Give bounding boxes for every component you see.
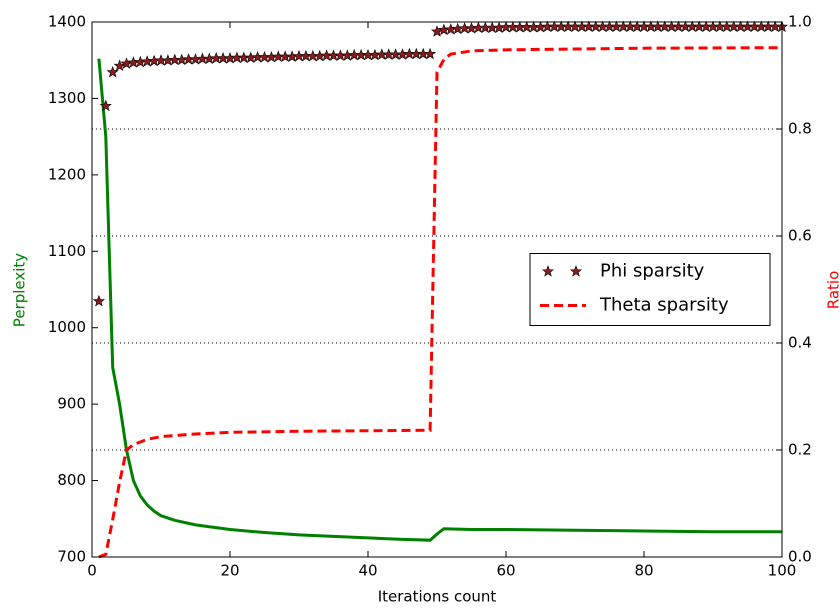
x-tick-label: 80 xyxy=(634,562,653,580)
star-marker xyxy=(107,67,117,77)
legend-label: Theta sparsity xyxy=(599,295,729,316)
y2-tick-label: 0.6 xyxy=(788,227,812,245)
legend: Phi sparsity Theta sparsity xyxy=(530,254,770,326)
star-marker xyxy=(425,49,435,59)
star-marker xyxy=(94,296,104,306)
x-axis-label: Iterations count xyxy=(378,588,497,606)
x-tick-label: 0 xyxy=(87,562,97,580)
y-tick-label: 1200 xyxy=(48,165,86,183)
x-tick-label: 40 xyxy=(358,562,377,580)
y-tick-label: 900 xyxy=(57,395,86,413)
legend-label: Phi sparsity xyxy=(600,261,705,282)
y2-tick-label: 0.8 xyxy=(788,120,812,138)
y-axis-label: Perplexity xyxy=(11,253,29,327)
y-tick-label: 1400 xyxy=(48,13,86,31)
x-tick-label: 100 xyxy=(768,562,797,580)
y2-tick-label: 1.0 xyxy=(788,13,812,31)
y2-axis-label: Ratio xyxy=(825,271,840,310)
x-tick-label: 60 xyxy=(496,562,515,580)
y-tick-label: 1300 xyxy=(48,89,86,107)
y-tick-label: 1000 xyxy=(48,318,86,336)
x-tick-label: 20 xyxy=(220,562,239,580)
y-tick-label: 700 xyxy=(57,548,86,566)
y2-tick-label: 0.4 xyxy=(788,334,812,352)
y2-tick-label: 0.2 xyxy=(788,441,812,459)
y-tick-label: 800 xyxy=(57,471,86,489)
y-tick-label: 1100 xyxy=(48,242,86,260)
